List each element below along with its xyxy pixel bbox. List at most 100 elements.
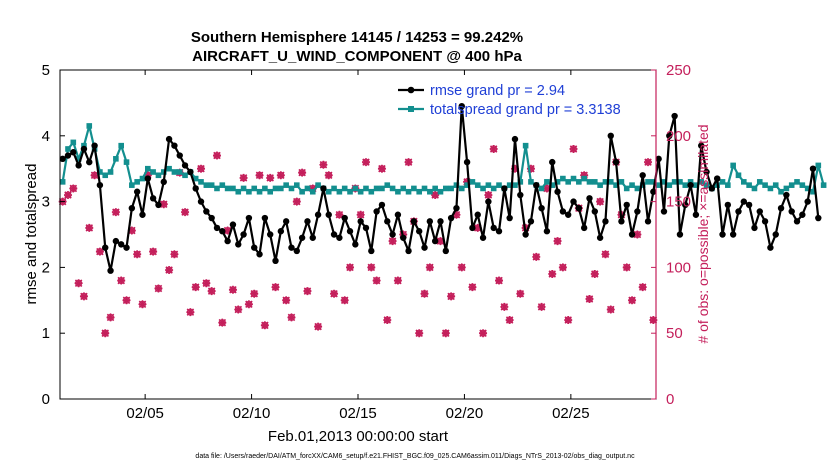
rmse-point: [426, 218, 434, 225]
totalspread-point: [240, 185, 247, 192]
rmse-point: [272, 257, 279, 265]
totalspread-point: [682, 182, 689, 188]
totalspread-point: [325, 188, 332, 195]
rmse-point: [660, 208, 668, 215]
rmse-point: [713, 175, 721, 182]
rmse-point: [102, 244, 109, 251]
totalspread-point: [735, 172, 742, 179]
obs-assimilated-point: [356, 210, 365, 219]
obs-assimilated-point: [143, 171, 152, 180]
totalspread-point: [730, 162, 736, 169]
totalspread-point: [586, 179, 593, 185]
rmse-point: [453, 204, 460, 212]
totalspread-point: [427, 188, 433, 195]
totalspread-point: [746, 182, 752, 188]
obs-assimilated-point: [74, 279, 83, 288]
totalspread-point: [160, 169, 167, 175]
rmse-point: [219, 228, 226, 235]
rmse-point: [522, 231, 529, 238]
obs-assimilated-point: [447, 292, 456, 301]
rmse-point: [708, 185, 716, 192]
rmse-point: [655, 155, 662, 163]
rmse-point: [144, 175, 152, 182]
rmse-point: [676, 231, 684, 238]
rmse-point: [788, 208, 795, 215]
obs-assimilated-point: [276, 171, 285, 180]
rmse-point: [815, 214, 822, 222]
totalspread-point: [86, 123, 93, 129]
rmse-point: [107, 267, 114, 274]
obs-assimilated-point: [425, 263, 434, 272]
rmse-point: [256, 251, 263, 258]
totalspread-point: [560, 175, 566, 182]
y2-tick-label: 50: [666, 325, 683, 342]
rmse-point: [378, 201, 386, 209]
rmse-point: [793, 218, 801, 225]
totalspread-point: [272, 185, 279, 192]
rmse-point: [442, 247, 450, 255]
x-tick-label: 02/10: [233, 405, 271, 422]
rmse-point: [59, 155, 66, 163]
rmse-point: [618, 218, 625, 225]
totalspread-point: [400, 185, 407, 192]
totalspread-point: [469, 179, 476, 185]
totalspread-point: [458, 185, 465, 192]
rmse-point: [123, 244, 130, 251]
obs-assimilated-point: [90, 171, 99, 180]
totalspread-point: [687, 179, 694, 185]
totalspread-point: [655, 182, 662, 188]
totalspread-point: [538, 185, 545, 192]
totalspread-point: [198, 179, 204, 185]
totalspread-point: [778, 188, 784, 195]
totalspread-point: [666, 182, 673, 188]
totalspread-point: [820, 182, 827, 188]
obs-assimilated-point: [542, 184, 551, 193]
obs-assimilated-point: [298, 168, 307, 177]
obs-assimilated-point: [319, 160, 328, 169]
totalspread-point: [794, 179, 800, 185]
obs-assimilated-point: [138, 300, 147, 309]
totalspread-point: [544, 179, 550, 185]
rmse-point: [229, 221, 237, 228]
obs-assimilated-point: [165, 266, 174, 275]
rmse-point: [86, 158, 93, 166]
rmse-point: [607, 132, 614, 139]
totalspread-point: [703, 182, 710, 188]
rmse-point: [208, 214, 215, 222]
rmse-point: [703, 168, 710, 176]
rmse-point: [586, 195, 593, 202]
obs-assimilated-point: [516, 289, 525, 298]
obs-assimilated-point: [244, 300, 253, 309]
obs-assimilated-point: [484, 191, 493, 200]
rmse-point: [570, 198, 577, 205]
y-tick-label: 5: [42, 62, 50, 79]
rmse-point: [368, 247, 375, 255]
rmse-point: [155, 201, 162, 209]
obs-assimilated-point: [505, 316, 514, 325]
rmse-point: [277, 228, 285, 235]
rmse-point: [543, 228, 551, 235]
rmse-point: [506, 214, 513, 222]
totalspread-point: [480, 185, 486, 192]
totalspread-point: [134, 179, 140, 185]
totalspread-point: [331, 185, 337, 192]
rmse-point: [112, 237, 120, 245]
totalspread-point: [389, 185, 396, 192]
rmse-point: [309, 234, 316, 241]
legend-rmse-label: rmse grand pr = 2.94: [430, 83, 565, 99]
totalspread-point: [634, 185, 641, 192]
rmse-point: [729, 231, 737, 238]
obs-assimilated-point: [95, 247, 104, 256]
rmse-point: [682, 201, 689, 209]
rmse-point: [336, 234, 343, 241]
totalspread-point: [762, 182, 768, 188]
totalspread-point: [102, 172, 109, 179]
rmse-point: [192, 185, 199, 192]
x-tick-label: 02/20: [446, 405, 484, 422]
data-file-footnote: data file: /Users/raeder/DAI/ATM_forcXX/…: [195, 453, 635, 460]
rmse-point: [650, 188, 657, 195]
totalspread-point: [506, 182, 513, 188]
obs-assimilated-point: [260, 321, 269, 330]
totalspread-point: [379, 185, 385, 192]
totalspread-point: [485, 182, 492, 188]
